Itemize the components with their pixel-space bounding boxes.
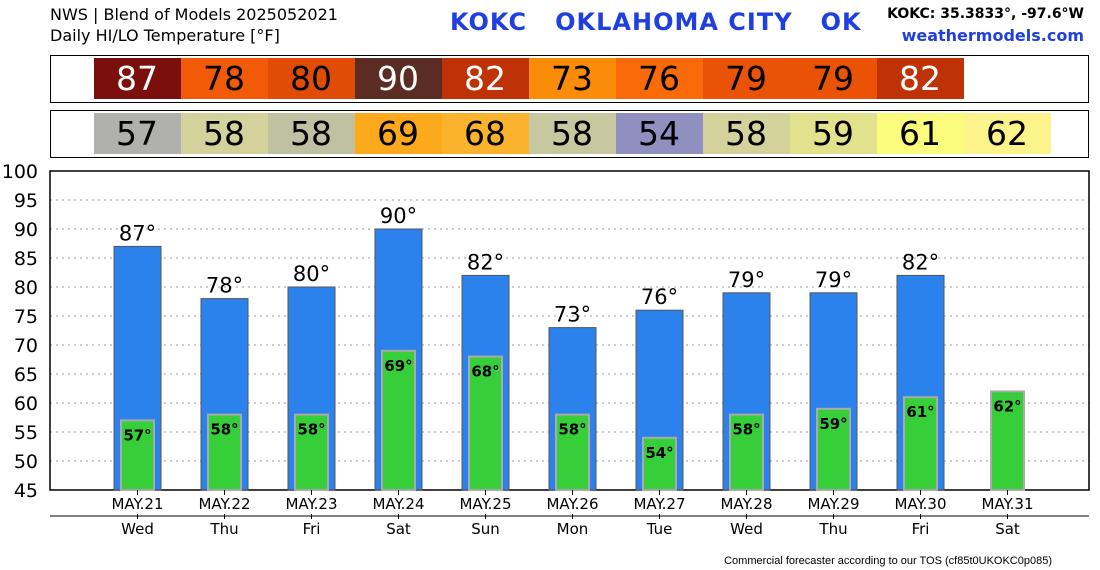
hi-band-cell: 82 — [876, 58, 964, 99]
y-tick-label: 80 — [14, 277, 38, 299]
hi-band-cell: 73 — [528, 58, 616, 99]
lo-band-cell: 61 — [876, 113, 964, 154]
y-tick-label: 75 — [14, 306, 38, 328]
high-temp-label: 82° — [902, 250, 939, 274]
y-tick-label: 65 — [14, 364, 38, 386]
lo-band-cell: 58 — [267, 113, 355, 154]
x-day-label: Mon — [557, 520, 589, 538]
y-tick-label: 50 — [14, 451, 38, 473]
lo-band-cell: 62 — [963, 113, 1051, 154]
hi-band-cell: 82 — [441, 58, 529, 99]
hi-band-cell: 78 — [180, 58, 268, 99]
low-temp-bar — [816, 407, 851, 491]
y-tick-label: 60 — [14, 393, 38, 415]
high-temp-label: 79° — [728, 268, 765, 292]
x-date-label: MAY.28 — [720, 495, 772, 513]
low-temp-label: 59° — [819, 415, 847, 433]
y-tick-label: 100 — [2, 161, 38, 183]
x-day-label: Sat — [995, 520, 1020, 538]
y-tick-label: 55 — [14, 422, 38, 444]
high-temp-label: 76° — [641, 285, 678, 309]
high-temp-label: 73° — [554, 303, 591, 327]
hi-band-cell: 87 — [93, 58, 181, 99]
lo-band-cell: 58 — [180, 113, 268, 154]
hi-band-cell: 90 — [354, 58, 442, 99]
low-temp-label: 58° — [732, 421, 760, 439]
high-temp-band: 87 78 80 90 82 73 76 79 79 82 — [50, 55, 1089, 103]
x-date-label: MAY.30 — [894, 495, 946, 513]
low-temp-label: 69° — [384, 357, 412, 375]
y-tick-label: 90 — [14, 219, 38, 241]
chart-subtitle: Daily HI/LO Temperature [°F] — [50, 26, 280, 45]
y-tick-label: 95 — [14, 190, 38, 212]
low-temp-bar — [207, 413, 242, 492]
lo-band-cell: 69 — [354, 113, 442, 154]
lo-band-cell: 68 — [441, 113, 529, 154]
high-temp-label: 78° — [206, 274, 243, 298]
low-temp-label: 54° — [645, 444, 673, 462]
footer-note: Commercial forecaster according to our T… — [724, 555, 1052, 567]
x-date-label: MAY.26 — [546, 495, 598, 513]
header-left: NWS | Blend of Models 2025052021 Daily H… — [50, 4, 338, 46]
x-day-label: Fri — [303, 520, 321, 538]
high-temp-label: 80° — [293, 262, 330, 286]
y-tick-label: 70 — [14, 335, 38, 357]
low-temp-label: 57° — [123, 426, 151, 444]
high-temp-label: 79° — [815, 268, 852, 292]
x-date-label: MAY.23 — [285, 495, 337, 513]
x-day-label: Wed — [121, 520, 154, 538]
x-day-label: Wed — [730, 520, 763, 538]
header-right: KOKC: 35.3833°, -97.6°W weathermodels.co… — [887, 4, 1084, 46]
x-date-label: MAY.27 — [633, 495, 685, 513]
lo-band-cell: 54 — [615, 113, 703, 154]
low-temp-band: 57 58 58 69 68 58 54 58 59 61 62 — [50, 110, 1089, 158]
x-day-label: Thu — [818, 520, 847, 538]
x-date-label: MAY.24 — [372, 495, 424, 513]
x-day-label: Tue — [646, 520, 673, 538]
x-date-label: MAY.22 — [198, 495, 250, 513]
x-date-label: MAY.29 — [807, 495, 859, 513]
high-temp-label: 87° — [119, 221, 156, 245]
y-tick-label: 85 — [14, 248, 38, 270]
lo-band-cell: 59 — [789, 113, 877, 154]
x-date-label: MAY.31 — [981, 495, 1033, 513]
low-temp-bar — [468, 355, 503, 491]
station-title: KOKC OKLAHOMA CITY OK — [450, 8, 862, 36]
model-title: NWS | Blend of Models 2025052021 — [50, 5, 338, 24]
low-temp-label: 58° — [210, 421, 238, 439]
low-temp-label: 58° — [297, 421, 325, 439]
x-day-label: Sun — [471, 520, 500, 538]
hi-band-cell: 80 — [267, 58, 355, 99]
low-temp-bar — [990, 390, 1025, 491]
hi-band-cell: 76 — [615, 58, 703, 99]
low-temp-label: 58° — [558, 421, 586, 439]
x-day-label: Fri — [912, 520, 930, 538]
x-date-label: MAY.21 — [111, 495, 163, 513]
high-temp-label: 90° — [380, 204, 417, 228]
y-tick-label: 45 — [14, 480, 38, 502]
x-day-label: Thu — [209, 520, 238, 538]
lo-band-cell: 58 — [702, 113, 790, 154]
high-temp-label: 82° — [467, 250, 504, 274]
low-temp-bar — [642, 436, 677, 491]
x-date-label: MAY.25 — [459, 495, 511, 513]
station-coords: KOKC: 35.3833°, -97.6°W — [887, 6, 1084, 22]
site-link[interactable]: weathermodels.com — [901, 26, 1084, 45]
hi-band-cell: 79 — [702, 58, 790, 99]
lo-band-cell: 58 — [528, 113, 616, 154]
x-day-label: Sat — [386, 520, 411, 538]
lo-band-cell: 57 — [93, 113, 181, 154]
hi-band-cell: 79 — [789, 58, 877, 99]
low-temp-bar — [903, 396, 938, 492]
low-temp-label: 62° — [993, 397, 1021, 415]
low-temp-label: 68° — [471, 363, 499, 381]
low-temp-bar — [381, 349, 416, 491]
low-temp-label: 61° — [906, 403, 934, 421]
